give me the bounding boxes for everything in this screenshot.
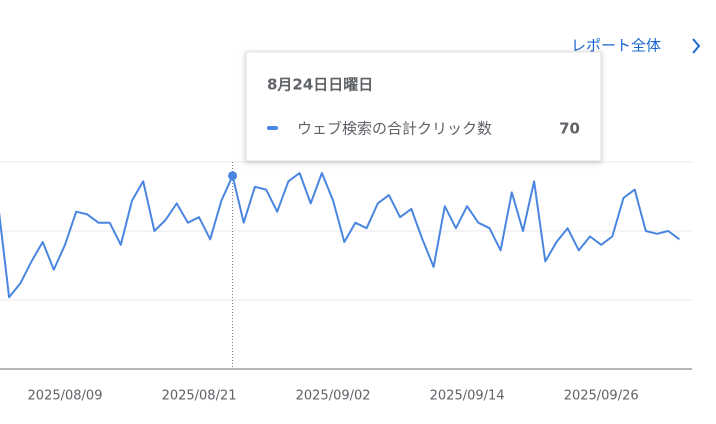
x-tick-label: 2025/08/09	[28, 389, 103, 404]
tooltip: 8月24日日曜日 ウェブ検索の合計クリック数 70	[245, 51, 602, 162]
plot-area: 2025/08/09 2025/08/21 2025/09/02 2025/09/14…	[0, 161, 692, 404]
tooltip-title: 8月24日日曜日	[267, 76, 373, 94]
x-tick-label: 2025/08/21	[162, 389, 237, 404]
chevron[interactable]	[692, 38, 701, 54]
x-tick-label: 2025/09/26	[564, 389, 639, 404]
series-line	[0, 172, 680, 299]
tooltip-box	[245, 51, 602, 162]
x-tick-label: 2025/09/14	[430, 389, 505, 404]
tooltip-value: 70	[559, 120, 580, 138]
report-link[interactable]: レポート全体	[571, 37, 661, 55]
tooltip-legend-swatch	[267, 126, 278, 130]
tooltip-series-name: ウェブ検索の合計クリック数	[297, 120, 492, 138]
hover-point	[228, 171, 238, 181]
x-tick-label: 2025/09/02	[296, 389, 371, 404]
